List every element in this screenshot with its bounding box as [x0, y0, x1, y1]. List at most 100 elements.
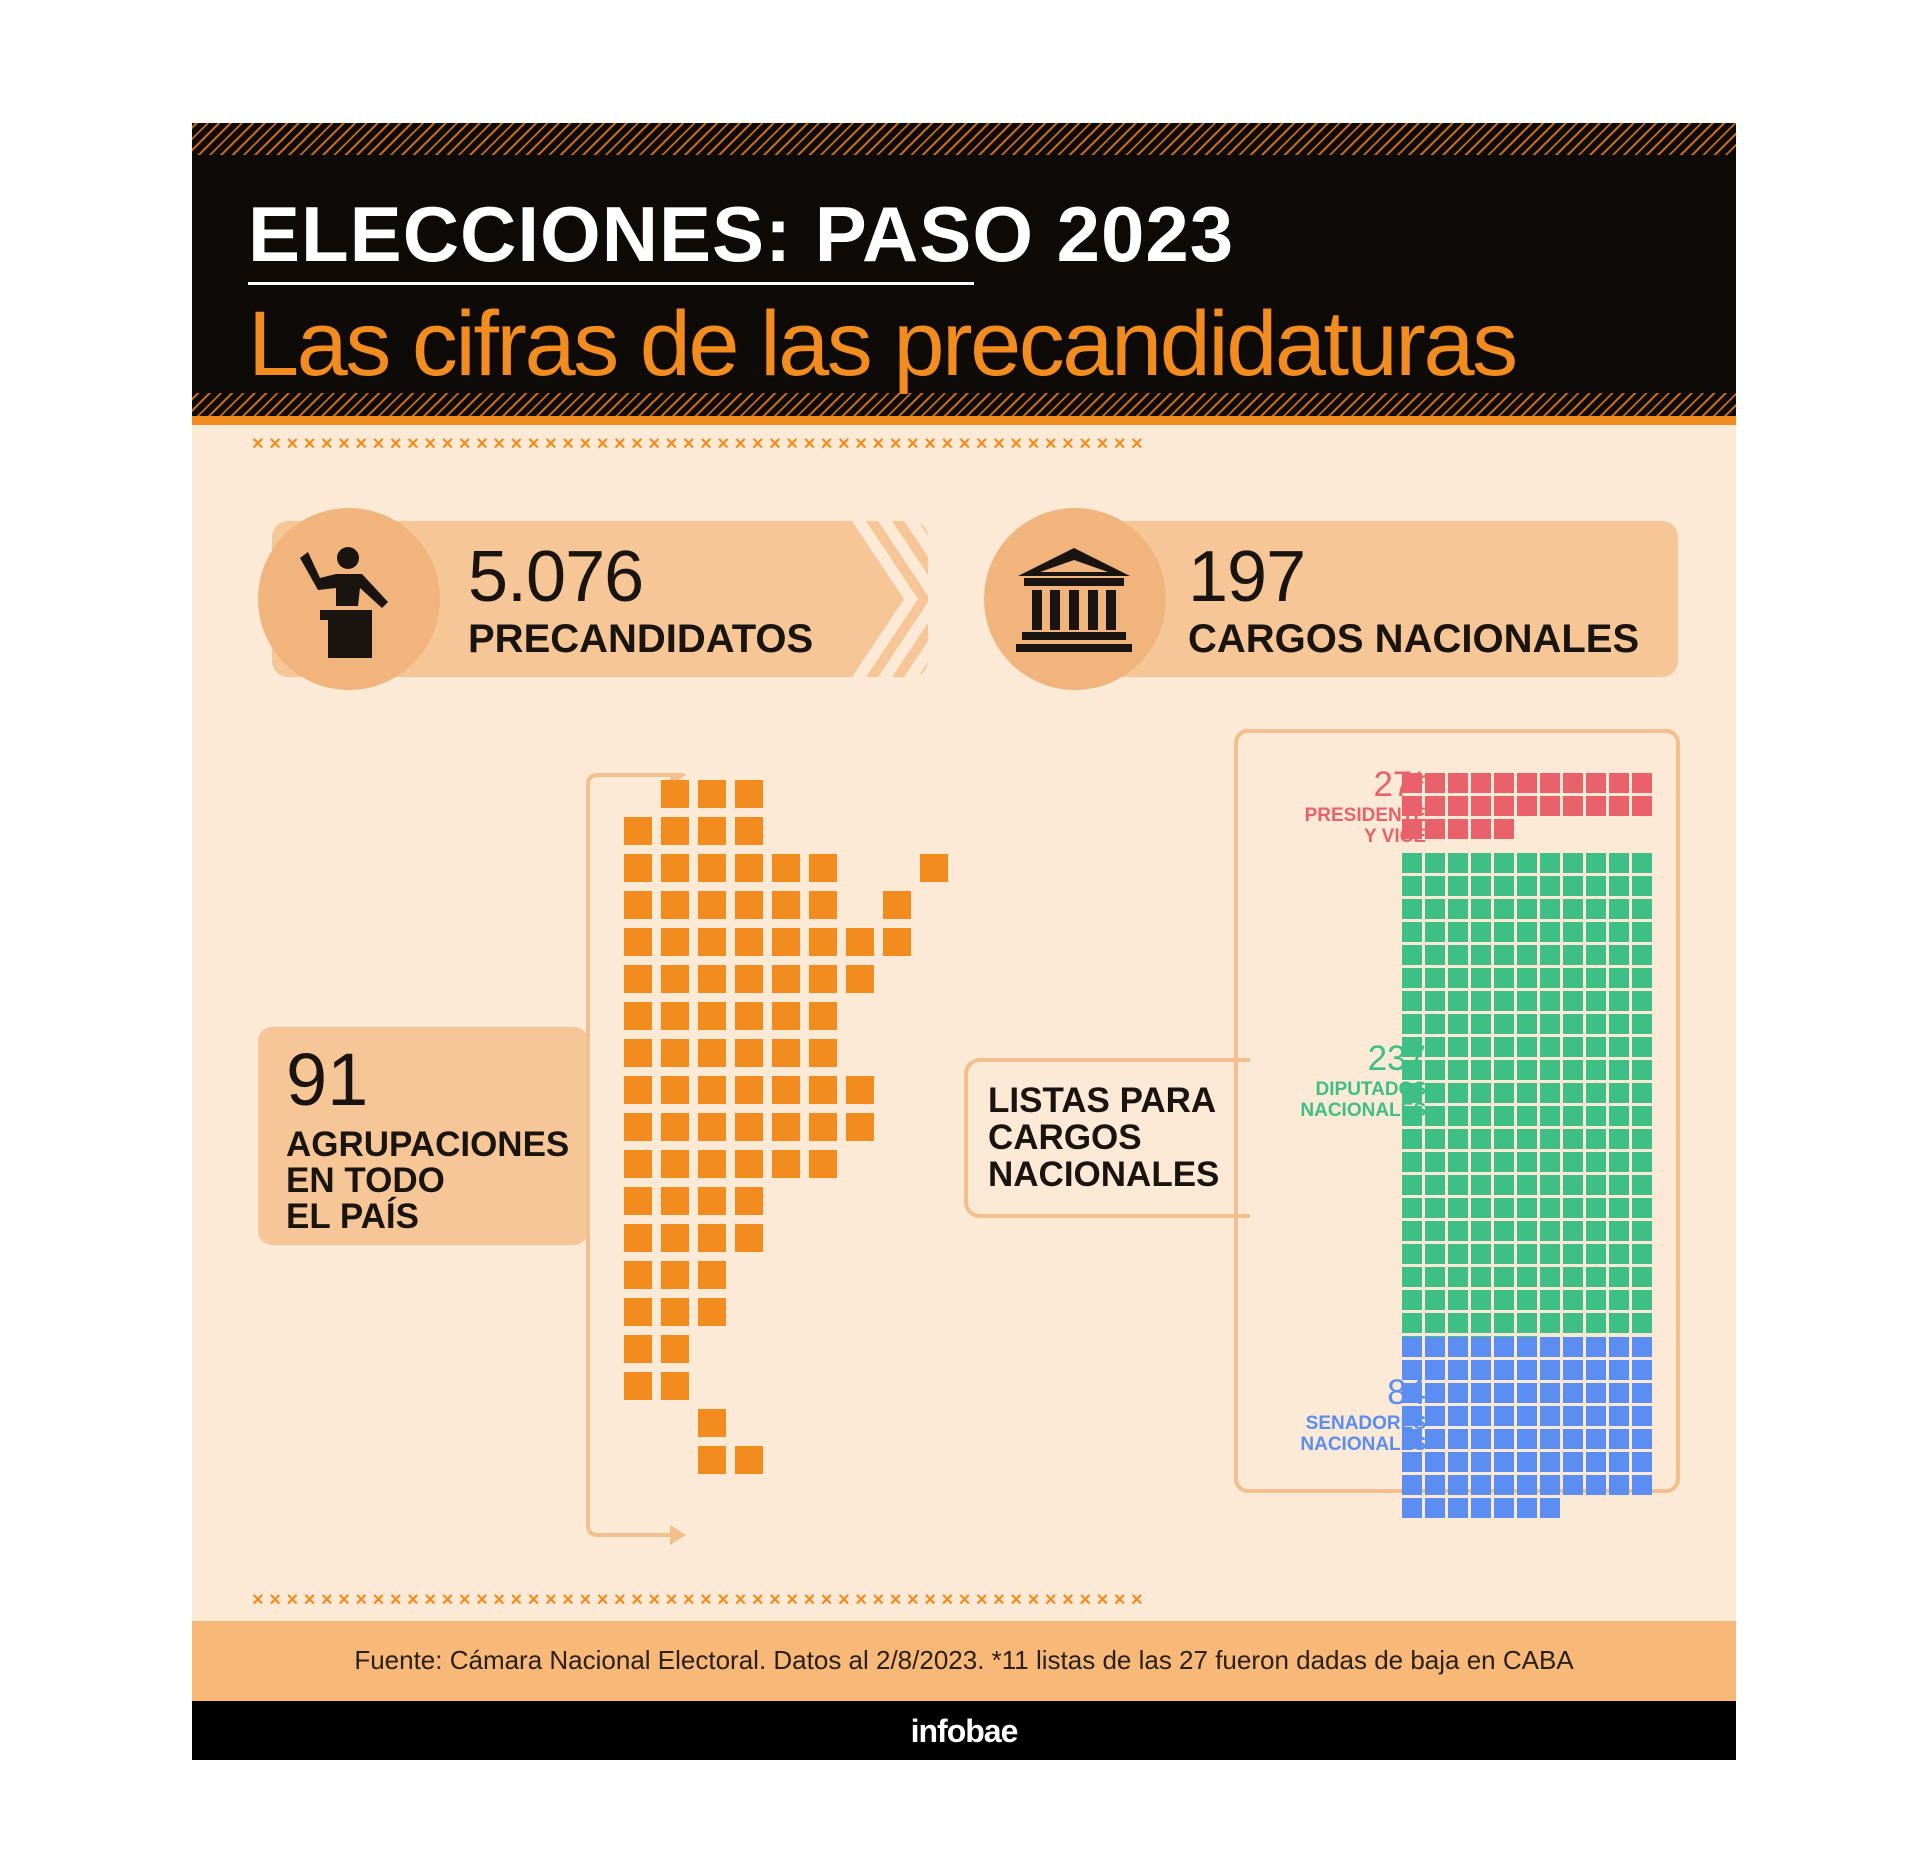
agrupacion-cell — [920, 854, 948, 882]
waffle-cell — [1402, 991, 1422, 1011]
waffle-cell — [1540, 1198, 1560, 1218]
waffle-cell — [1494, 1360, 1514, 1380]
chevron-arrows-icon — [852, 521, 970, 677]
agrupacion-cell — [698, 1113, 726, 1141]
agrupacion-cell — [846, 1076, 874, 1104]
agrupacion-cell — [735, 1187, 763, 1215]
waffle-cell — [1540, 1037, 1560, 1057]
waffle-cell — [1448, 1383, 1468, 1403]
agrupacion-cell — [698, 1076, 726, 1104]
waffle-cell — [1471, 899, 1491, 919]
waffle-cell — [1494, 991, 1514, 1011]
waffle-cell — [1586, 1083, 1606, 1103]
waffle-cell — [1448, 1083, 1468, 1103]
agrupacion-cell — [698, 1150, 726, 1178]
waffle-cell — [1402, 1083, 1422, 1103]
waffle-cell — [1540, 853, 1560, 873]
waffle-cell — [1586, 1152, 1606, 1172]
waffle-cell — [1425, 1498, 1445, 1518]
agrupacion-cell — [661, 780, 689, 808]
waffle-cell — [1517, 1406, 1537, 1426]
waffle-cell — [1517, 922, 1537, 942]
agrupacion-cell — [624, 1335, 652, 1363]
diputados-label: DIPUTADOS NACIONALES — [1300, 1079, 1426, 1121]
waffle-cell — [1586, 1337, 1606, 1357]
agrupacion-cell — [661, 854, 689, 882]
waffle-cell — [1402, 853, 1422, 873]
waffle-cell — [1563, 773, 1583, 793]
waffle-cell — [1425, 1175, 1445, 1195]
waffle-cell — [1448, 1198, 1468, 1218]
waffle-cell — [1632, 1452, 1652, 1472]
waffle-cell — [1517, 1037, 1537, 1057]
waffle-cell — [1448, 1267, 1468, 1287]
waffle-cell — [1448, 853, 1468, 873]
waffle-cell — [1563, 991, 1583, 1011]
waffle-cell — [1425, 1129, 1445, 1149]
waffle-cell — [1586, 796, 1606, 816]
waffle-cell — [1632, 1175, 1652, 1195]
waffle-cell — [1402, 1498, 1422, 1518]
waffle-cell — [1632, 876, 1652, 896]
waffle-cell — [1402, 819, 1422, 839]
agrupaciones-box: 91 AGRUPACIONES EN TODO EL PAÍS — [258, 1027, 588, 1245]
senadores-label: SENADORES NACIONALES — [1300, 1413, 1426, 1455]
agrupacion-cell — [661, 1298, 689, 1326]
agrupacion-cell — [883, 891, 911, 919]
agrupacion-cell — [698, 817, 726, 845]
agrupaciones-label: AGRUPACIONES EN TODO EL PAÍS — [286, 1127, 569, 1235]
waffle-cell — [1494, 1452, 1514, 1472]
waffle-cell — [1540, 1014, 1560, 1034]
waffle-cell — [1471, 945, 1491, 965]
waffle-cell — [1586, 1406, 1606, 1426]
waffle-cell — [1609, 991, 1629, 1011]
agrupacion-cell — [698, 1446, 726, 1474]
agrupacion-cell — [772, 854, 800, 882]
agrupacion-cell — [772, 1076, 800, 1104]
listas-box: LISTAS PARA CARGOS NACIONALES — [964, 1058, 1250, 1218]
waffle-cell — [1517, 1175, 1537, 1195]
waffle-cell — [1632, 1360, 1652, 1380]
waffle-cell — [1448, 922, 1468, 942]
waffle-cell — [1517, 1360, 1537, 1380]
waffle-cell — [1448, 899, 1468, 919]
waffle-cell — [1425, 876, 1445, 896]
agrupacion-cell — [698, 891, 726, 919]
waffle-cell — [1609, 853, 1629, 873]
waffle-cell — [1586, 922, 1606, 942]
waffle-cell — [1425, 1221, 1445, 1241]
agrupacion-cell — [624, 1261, 652, 1289]
waffle-cell — [1402, 1014, 1422, 1034]
waffle-cell — [1517, 1198, 1537, 1218]
agrupacion-cell — [698, 1409, 726, 1437]
listas-label-line: LISTAS PARA — [988, 1081, 1217, 1120]
agrupacion-cell — [661, 1261, 689, 1289]
waffle-cell — [1494, 1221, 1514, 1241]
agrupacion-cell — [624, 1372, 652, 1400]
waffle-cell — [1586, 1060, 1606, 1080]
waffle-cell — [1402, 796, 1422, 816]
waffle-cell — [1494, 945, 1514, 965]
waffle-cell — [1517, 968, 1537, 988]
waffle-cell — [1632, 922, 1652, 942]
waffle-cell — [1425, 1014, 1445, 1034]
waffle-cell — [1563, 1152, 1583, 1172]
waffle-cell — [1448, 1475, 1468, 1495]
waffle-cell — [1402, 1060, 1422, 1080]
waffle-cell — [1425, 1337, 1445, 1357]
agrupacion-cell — [661, 1002, 689, 1030]
waffle-cell — [1632, 1406, 1652, 1426]
waffle-cell — [1609, 1475, 1629, 1495]
waffle-cell — [1563, 1106, 1583, 1126]
senadores-label-line: SENADORES — [1305, 1413, 1426, 1434]
waffle-cell — [1471, 1360, 1491, 1380]
waffle-cell — [1494, 1337, 1514, 1357]
waffle-cell — [1586, 853, 1606, 873]
waffle-cell — [1632, 1129, 1652, 1149]
waffle-cell — [1563, 1037, 1583, 1057]
waffle-cell — [1609, 1360, 1629, 1380]
waffle-cell — [1517, 1475, 1537, 1495]
waffle-cell — [1540, 1337, 1560, 1357]
waffle-cell — [1448, 1152, 1468, 1172]
waffle-cell — [1517, 853, 1537, 873]
